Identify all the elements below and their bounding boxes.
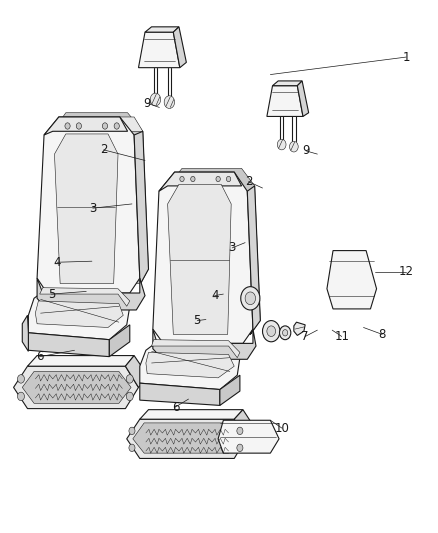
Polygon shape bbox=[153, 172, 253, 343]
Polygon shape bbox=[40, 288, 130, 306]
Polygon shape bbox=[218, 420, 279, 453]
Circle shape bbox=[18, 392, 25, 401]
Circle shape bbox=[76, 123, 81, 129]
Text: 8: 8 bbox=[378, 328, 386, 341]
Circle shape bbox=[237, 444, 243, 451]
Circle shape bbox=[164, 96, 175, 109]
Circle shape bbox=[126, 392, 133, 401]
Polygon shape bbox=[127, 419, 246, 458]
Text: 12: 12 bbox=[399, 265, 413, 278]
Polygon shape bbox=[146, 352, 234, 378]
Polygon shape bbox=[37, 278, 145, 310]
Text: 5: 5 bbox=[48, 288, 55, 301]
Polygon shape bbox=[297, 81, 309, 116]
Polygon shape bbox=[28, 294, 130, 340]
Polygon shape bbox=[152, 340, 240, 358]
Polygon shape bbox=[267, 86, 303, 116]
Polygon shape bbox=[28, 356, 134, 366]
Circle shape bbox=[150, 93, 161, 106]
Polygon shape bbox=[159, 172, 242, 191]
Polygon shape bbox=[47, 113, 148, 284]
Text: 5: 5 bbox=[194, 314, 201, 327]
Circle shape bbox=[126, 375, 133, 383]
Circle shape bbox=[262, 320, 280, 342]
Polygon shape bbox=[14, 366, 138, 409]
Circle shape bbox=[180, 176, 184, 182]
Circle shape bbox=[279, 326, 291, 340]
Circle shape bbox=[129, 427, 135, 434]
Polygon shape bbox=[173, 27, 186, 68]
Polygon shape bbox=[22, 316, 28, 351]
Circle shape bbox=[191, 176, 195, 182]
Polygon shape bbox=[153, 329, 256, 359]
Polygon shape bbox=[125, 356, 148, 387]
Polygon shape bbox=[37, 117, 140, 293]
Circle shape bbox=[18, 375, 25, 383]
Polygon shape bbox=[110, 325, 130, 357]
Text: 9: 9 bbox=[302, 144, 310, 157]
Polygon shape bbox=[134, 131, 148, 284]
Text: 3: 3 bbox=[228, 241, 236, 254]
Text: 6: 6 bbox=[36, 350, 43, 363]
Polygon shape bbox=[22, 372, 131, 403]
Polygon shape bbox=[247, 186, 260, 334]
Text: 1: 1 bbox=[403, 51, 410, 63]
Text: 2: 2 bbox=[100, 143, 107, 156]
Polygon shape bbox=[272, 81, 302, 86]
Polygon shape bbox=[140, 346, 240, 390]
Polygon shape bbox=[327, 251, 377, 309]
Circle shape bbox=[129, 444, 135, 451]
Polygon shape bbox=[234, 410, 256, 439]
Polygon shape bbox=[140, 410, 243, 419]
Circle shape bbox=[277, 139, 286, 150]
Circle shape bbox=[226, 176, 231, 182]
Text: 11: 11 bbox=[334, 330, 349, 343]
Circle shape bbox=[114, 123, 119, 129]
Polygon shape bbox=[120, 117, 143, 131]
Circle shape bbox=[216, 176, 220, 182]
Polygon shape bbox=[35, 301, 123, 327]
Text: 4: 4 bbox=[53, 256, 61, 269]
Polygon shape bbox=[168, 184, 231, 334]
Circle shape bbox=[245, 292, 255, 305]
Polygon shape bbox=[145, 27, 179, 32]
Circle shape bbox=[290, 141, 298, 152]
Polygon shape bbox=[133, 423, 240, 453]
Circle shape bbox=[237, 427, 243, 434]
Circle shape bbox=[283, 329, 288, 336]
Polygon shape bbox=[138, 32, 180, 68]
Circle shape bbox=[102, 123, 108, 129]
Text: 9: 9 bbox=[143, 96, 151, 110]
Polygon shape bbox=[54, 134, 118, 284]
Polygon shape bbox=[44, 117, 127, 135]
Text: 6: 6 bbox=[172, 400, 179, 414]
Polygon shape bbox=[162, 168, 260, 334]
Polygon shape bbox=[28, 333, 110, 357]
Circle shape bbox=[267, 326, 276, 336]
Text: 10: 10 bbox=[275, 422, 290, 435]
Circle shape bbox=[65, 123, 70, 129]
Polygon shape bbox=[140, 383, 220, 406]
Text: 3: 3 bbox=[89, 201, 96, 215]
Polygon shape bbox=[294, 322, 305, 335]
Polygon shape bbox=[220, 375, 240, 406]
Text: 2: 2 bbox=[245, 175, 252, 188]
Text: 4: 4 bbox=[211, 289, 219, 302]
Text: 7: 7 bbox=[301, 330, 309, 343]
Circle shape bbox=[241, 287, 260, 310]
